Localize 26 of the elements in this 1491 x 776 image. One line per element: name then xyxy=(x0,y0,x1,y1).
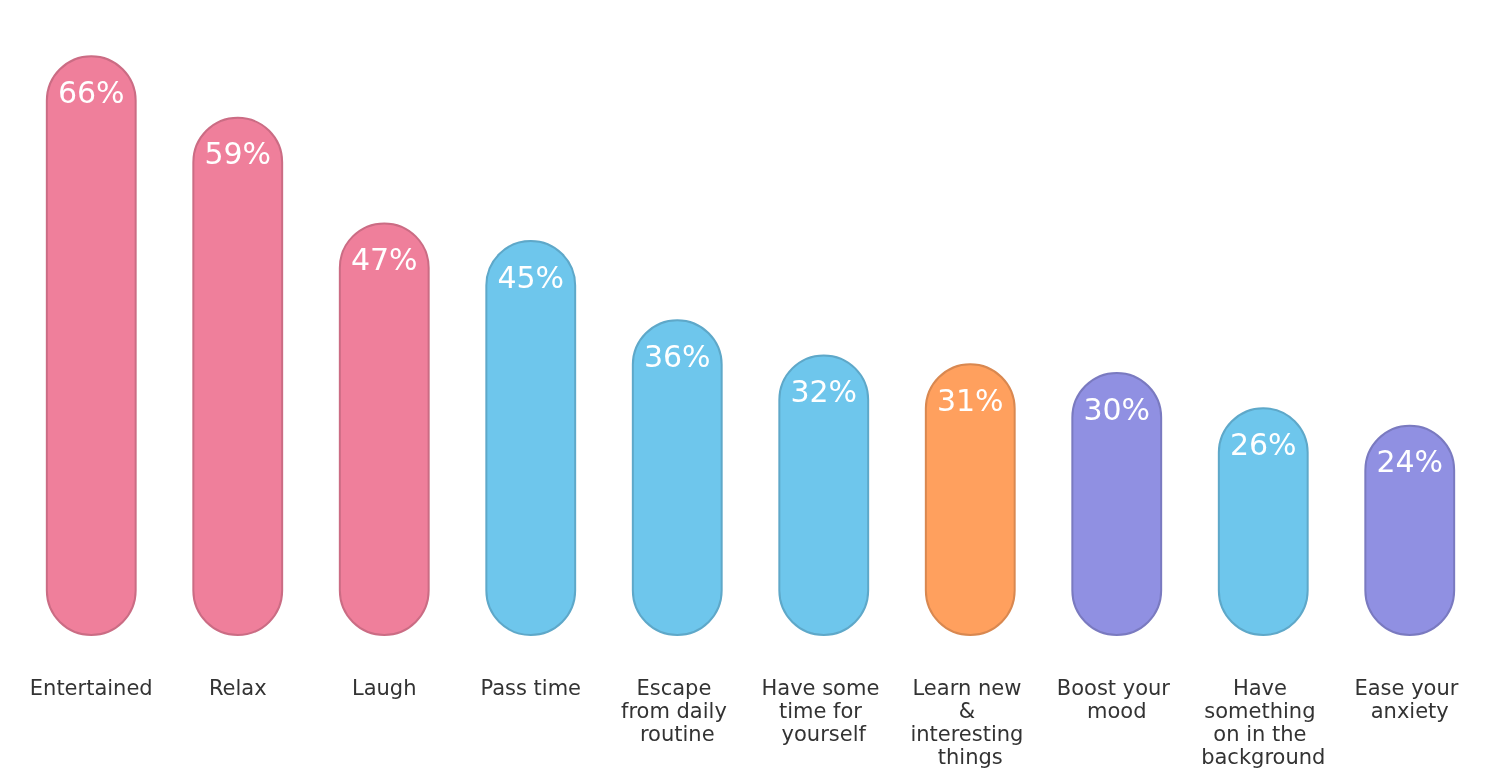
data-label: 45% xyxy=(497,259,565,295)
data-label: 66% xyxy=(57,74,125,110)
data-label: 36% xyxy=(643,338,711,374)
bar xyxy=(485,240,577,636)
bar xyxy=(631,319,723,636)
data-label: 24% xyxy=(1376,444,1444,480)
data-label: 59% xyxy=(204,136,272,172)
x-tick-label: Laugh xyxy=(351,675,417,700)
x-tick-label: Ease your anxiety xyxy=(1354,675,1466,723)
bar xyxy=(45,55,137,636)
x-tick-label: Boost your mood xyxy=(1056,675,1177,723)
bar xyxy=(338,222,430,636)
x-tick-label: Have some time for yourself xyxy=(761,675,887,746)
x-tick-label: Escape from daily routine xyxy=(620,675,734,746)
x-tick-label: Have something on in the background xyxy=(1201,675,1326,769)
x-tick-label: Relax xyxy=(208,675,267,700)
data-label: 30% xyxy=(1083,391,1151,427)
x-tick-label: Entertained xyxy=(29,675,153,700)
x-tick-label: Learn new & interesting things xyxy=(910,675,1031,769)
data-label: 32% xyxy=(790,373,858,409)
data-label: 26% xyxy=(1229,426,1297,462)
data-label: 47% xyxy=(350,241,418,277)
data-label: 31% xyxy=(936,382,1004,418)
bar xyxy=(192,116,284,636)
bar xyxy=(778,354,870,636)
x-tick-label: Pass time xyxy=(480,675,582,700)
